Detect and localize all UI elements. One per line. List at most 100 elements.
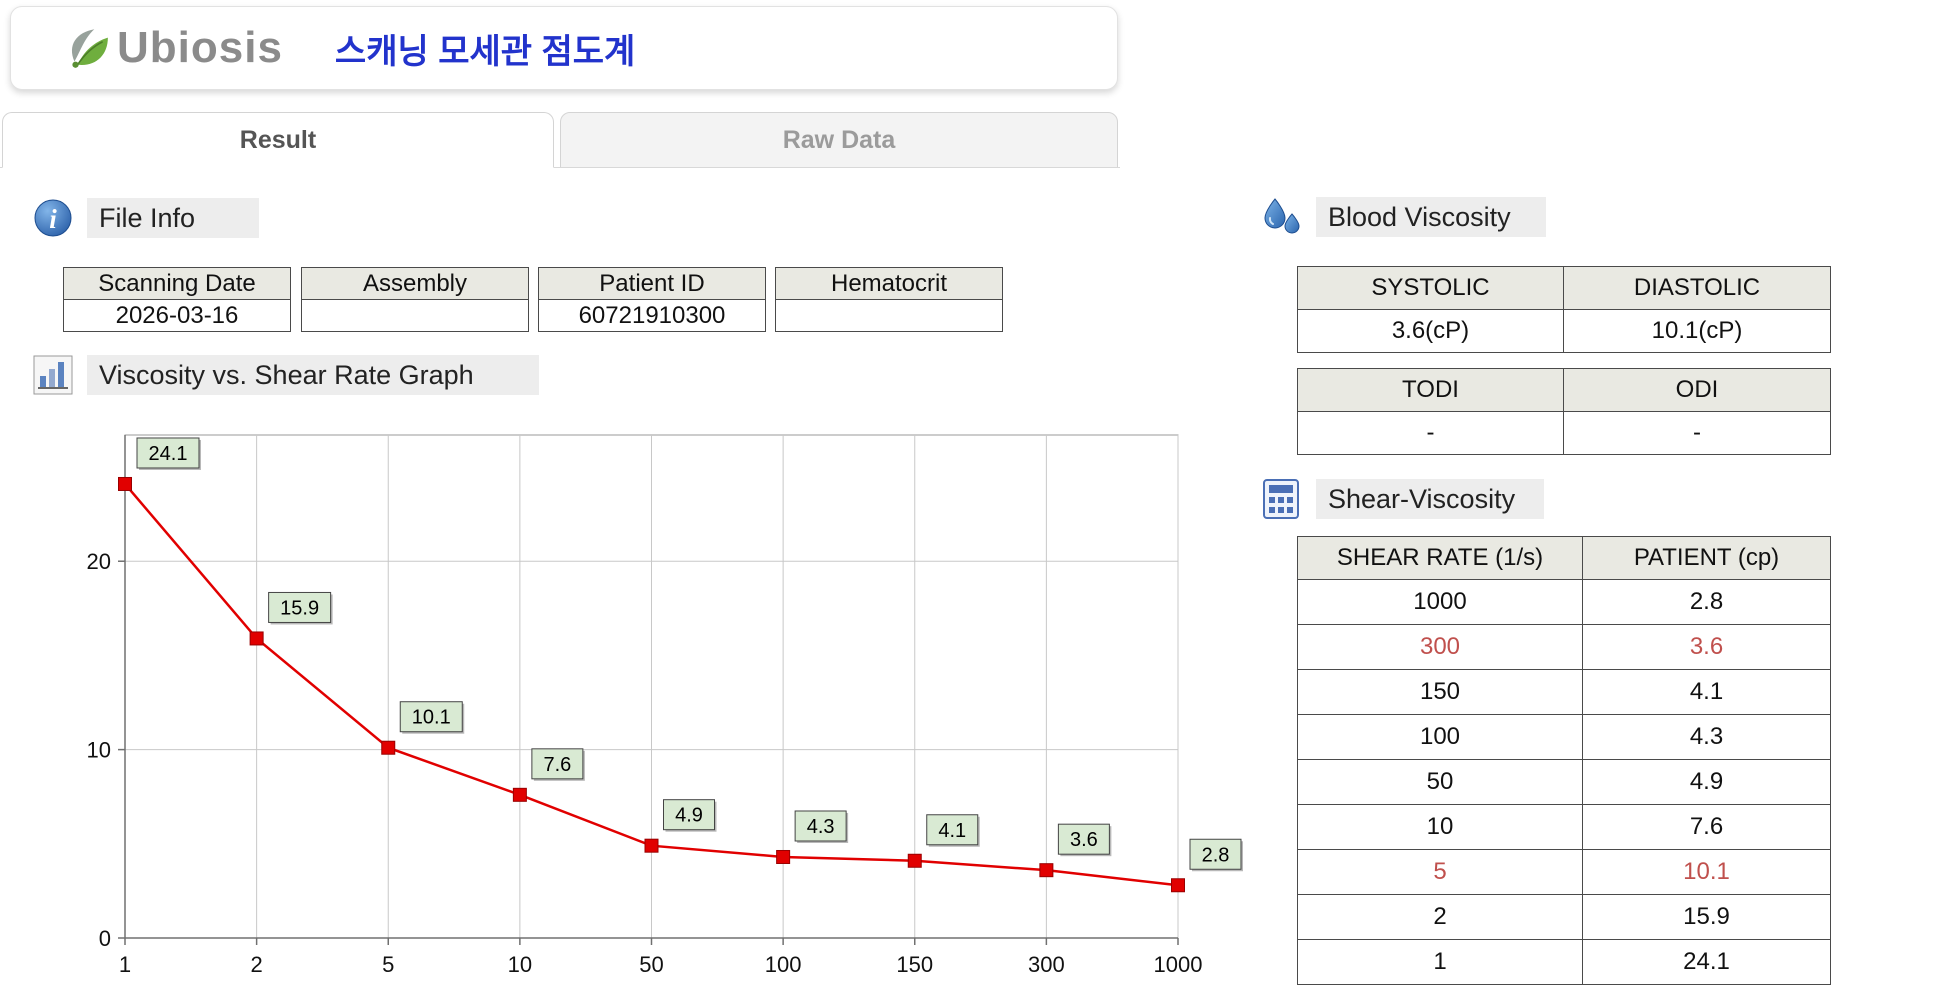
blood-viscosity-title: Blood Viscosity xyxy=(1316,197,1546,237)
info-icon: i xyxy=(34,199,72,237)
patient-viscosity-cell: 10.1 xyxy=(1582,849,1831,895)
data-label-box xyxy=(399,701,463,733)
app-title: 스캐닝 모세관 점도계 xyxy=(334,32,636,71)
systolic-header: SYSTOLIC xyxy=(1297,266,1564,310)
file-info-scanning-date: Scanning Date 2026-03-16 xyxy=(63,267,291,332)
data-label-text: 15.9 xyxy=(280,597,319,619)
odi-header: ODI xyxy=(1563,368,1831,412)
patient-viscosity-cell: 4.9 xyxy=(1582,759,1831,805)
shear-rate-cell: 50 xyxy=(1297,759,1583,805)
odi-value: - xyxy=(1563,411,1831,455)
scanning-date-header: Scanning Date xyxy=(63,267,291,300)
shear-row: 300 3.6 xyxy=(1297,624,1831,670)
systolic-value: 3.6(cP) xyxy=(1297,309,1564,353)
x-tick-label: 50 xyxy=(639,952,663,977)
systolic-diastolic-table: SYSTOLIC DIASTOLIC 3.6(cP) 10.1(cP) xyxy=(1297,266,1831,353)
patient-id-value: 60721910300 xyxy=(538,299,766,332)
data-label-box xyxy=(531,748,584,780)
shear-viscosity-title: Shear-Viscosity xyxy=(1316,479,1544,519)
tab-raw-data[interactable]: Raw Data xyxy=(560,112,1118,168)
logo-leaf-icon xyxy=(71,29,108,68)
blood-viscosity-section-header: Blood Viscosity xyxy=(1260,196,1546,238)
shear-rate-col-header: SHEAR RATE (1/s) xyxy=(1297,536,1583,580)
shear-row: 2 15.9 xyxy=(1297,894,1831,940)
patient-col-header: PATIENT (cp) xyxy=(1582,536,1831,580)
shear-row: 5 10.1 xyxy=(1297,849,1831,895)
y-tick-label: 10 xyxy=(87,738,111,763)
shear-viscosity-table: SHEAR RATE (1/s) PATIENT (cp) 1000 2.8 300… xyxy=(1297,536,1831,985)
patient-viscosity-cell: 4.1 xyxy=(1582,669,1831,715)
patient-viscosity-cell: 3.6 xyxy=(1582,624,1831,670)
data-point-marker xyxy=(644,838,659,853)
data-label-text: 4.1 xyxy=(938,820,966,842)
x-tick-label: 100 xyxy=(765,952,802,977)
data-label-text: 24.1 xyxy=(149,443,188,465)
svg-text:i: i xyxy=(49,204,57,234)
data-label-box xyxy=(268,591,332,623)
patient-viscosity-cell: 4.3 xyxy=(1582,714,1831,760)
file-info-title: File Info xyxy=(87,198,259,238)
scanning-date-value: 2026-03-16 xyxy=(63,299,291,332)
data-label-text: 7.6 xyxy=(543,754,571,776)
y-tick-label: 0 xyxy=(99,926,111,951)
shear-row: 1 24.1 xyxy=(1297,939,1831,985)
data-label-box xyxy=(136,437,200,469)
x-tick-label: 300 xyxy=(1028,952,1065,977)
shear-row: 150 4.1 xyxy=(1297,669,1831,715)
data-point-marker xyxy=(512,787,527,802)
patient-viscosity-cell: 15.9 xyxy=(1582,894,1831,940)
data-point-marker xyxy=(381,740,396,755)
shear-rate-cell: 10 xyxy=(1297,804,1583,850)
data-point-marker xyxy=(118,476,132,491)
todi-header: TODI xyxy=(1297,368,1564,412)
shear-viscosity-section-header: Shear-Viscosity xyxy=(1260,478,1544,520)
file-info-patient-id: Patient ID 60721910300 xyxy=(538,267,766,332)
patient-viscosity-cell: 2.8 xyxy=(1582,579,1831,625)
patient-viscosity-cell: 7.6 xyxy=(1582,804,1831,850)
x-tick-label: 1 xyxy=(119,952,131,977)
patient-id-header: Patient ID xyxy=(538,267,766,300)
x-tick-label: 5 xyxy=(382,952,394,977)
data-point-marker xyxy=(1039,863,1054,878)
file-info-section-header: i File Info xyxy=(33,198,259,238)
shear-rate-cell: 1 xyxy=(1297,939,1583,985)
blood-drops-icon xyxy=(1264,198,1300,234)
shear-rate-cell: 1000 xyxy=(1297,579,1583,625)
data-label-box xyxy=(926,814,979,846)
shear-rate-cell: 150 xyxy=(1297,669,1583,715)
ubiosis-logo: Ubiosis xyxy=(63,23,283,73)
shear-row: 100 4.3 xyxy=(1297,714,1831,760)
data-label-text: 4.3 xyxy=(807,816,835,838)
file-info-hematocrit: Hematocrit xyxy=(775,267,1003,332)
data-label-text: 4.9 xyxy=(675,805,703,827)
graph-title: Viscosity vs. Shear Rate Graph xyxy=(87,355,539,395)
diastolic-header: DIASTOLIC xyxy=(1563,266,1831,310)
data-label-text: 10.1 xyxy=(412,707,451,729)
data-point-marker xyxy=(776,849,791,864)
shear-row: 50 4.9 xyxy=(1297,759,1831,805)
assembly-value xyxy=(301,299,529,332)
data-label-text: 2.8 xyxy=(1202,844,1230,866)
app-header: Ubiosis 스캐닝 모세관 점도계 xyxy=(10,6,1118,90)
x-tick-label: 2 xyxy=(251,952,263,977)
patient-viscosity-cell: 24.1 xyxy=(1582,939,1831,985)
calculator-icon xyxy=(1263,479,1299,519)
tab-result[interactable]: Result xyxy=(2,112,554,168)
assembly-header: Assembly xyxy=(301,267,529,300)
data-label-box xyxy=(1057,823,1110,855)
data-label-box xyxy=(1189,838,1242,870)
shear-row: 10 7.6 xyxy=(1297,804,1831,850)
hematocrit-header: Hematocrit xyxy=(775,267,1003,300)
tab-baseline xyxy=(0,167,1120,168)
viscosity-shear-rate-chart: 0 10 20 1 2 5 10 50 100 150 300 1000 24.1 15.9 10.1 7.6… xyxy=(87,434,1243,977)
todi-value: - xyxy=(1297,411,1564,455)
data-point-marker xyxy=(907,853,922,868)
file-info-assembly: Assembly xyxy=(301,267,529,332)
todi-odi-table: TODI ODI - - xyxy=(1297,368,1831,455)
y-tick-label: 20 xyxy=(87,549,111,574)
x-tick-label: 10 xyxy=(508,952,532,977)
shear-rate-cell: 5 xyxy=(1297,849,1583,895)
shear-row: 1000 2.8 xyxy=(1297,579,1831,625)
shear-rate-cell: 100 xyxy=(1297,714,1583,760)
